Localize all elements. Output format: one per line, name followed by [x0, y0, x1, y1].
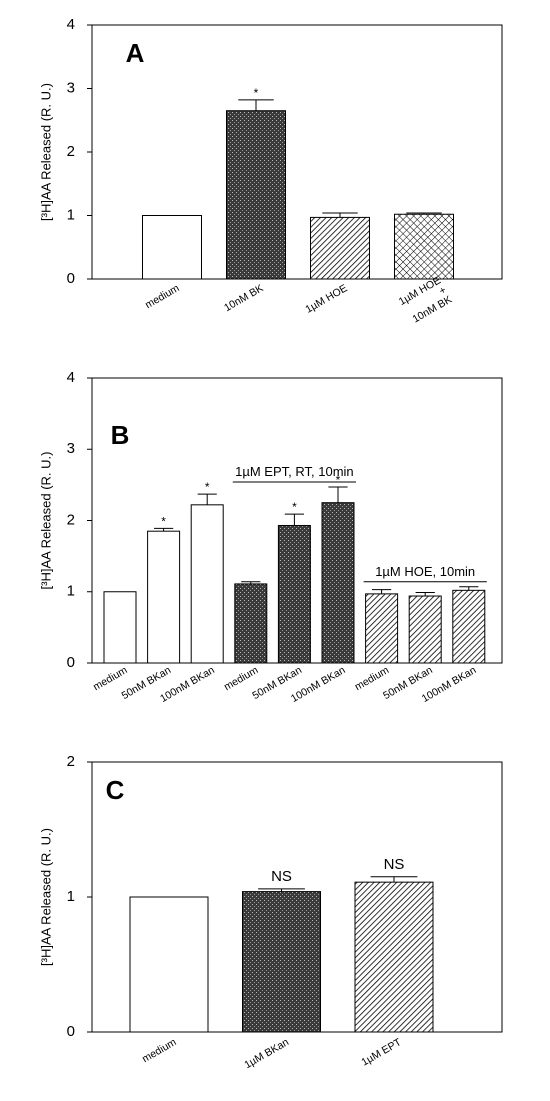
bar — [147, 530, 181, 664]
error-bar — [238, 99, 274, 111]
bar — [394, 213, 454, 280]
y-tick-label: 0 — [67, 270, 75, 287]
bar — [190, 504, 224, 664]
annotation: * — [292, 500, 297, 514]
x-tick-label-line: + — [437, 284, 448, 297]
x-tick-label: medium — [143, 282, 182, 311]
panel-label: C — [106, 775, 125, 805]
error-bar — [241, 581, 261, 584]
y-tick-label: 2 — [67, 143, 75, 160]
error-bar — [372, 589, 392, 594]
bar — [103, 591, 137, 664]
x-tick-label: 1µM HOE+10nM BK — [397, 274, 454, 327]
bar — [129, 896, 209, 1033]
y-tick-label: 2 — [67, 753, 75, 770]
group-label: 1µM HOE, 10min — [375, 564, 475, 579]
annotation: NS — [271, 868, 292, 885]
bar — [142, 215, 202, 280]
panel-label: A — [126, 38, 145, 68]
annotation: * — [336, 473, 341, 487]
x-tick-label: 1µM EPT — [359, 1036, 404, 1069]
error-bar — [154, 527, 174, 532]
x-tick-label: 1µM HOE — [303, 282, 349, 316]
bar — [277, 524, 311, 664]
bar — [452, 589, 486, 664]
error-bar — [406, 212, 442, 215]
error-bar — [258, 888, 305, 892]
error-bar — [322, 212, 358, 218]
error-bar — [197, 493, 217, 505]
error-bar — [415, 591, 435, 597]
y-tick-label: 1 — [67, 888, 75, 905]
bar — [321, 502, 355, 664]
bar — [226, 110, 286, 280]
x-tick-label: medium — [140, 1036, 179, 1065]
annotation: * — [205, 480, 210, 494]
error-bar — [284, 513, 304, 526]
bar — [408, 595, 442, 664]
y-tick-label: 3 — [67, 440, 75, 457]
x-tick-label: 1µM BKan — [242, 1036, 291, 1071]
group-label: 1µM EPT, RT, 10min — [235, 464, 354, 479]
y-tick-label: 1 — [67, 583, 75, 600]
x-tick-label: 10nM BK — [222, 282, 265, 314]
y-tick-label: 1 — [67, 206, 75, 223]
y-tick-label: 4 — [67, 16, 75, 33]
y-tick-label: 4 — [67, 369, 75, 386]
y-axis-label: [³H]AA Released (R. U.) — [38, 828, 53, 966]
bar — [354, 881, 434, 1033]
annotation: NS — [384, 856, 405, 873]
y-tick-label: 0 — [67, 1023, 75, 1040]
error-bar — [459, 586, 479, 591]
y-axis-label: [³H]AA Released (R. U.) — [38, 83, 53, 221]
error-bar — [328, 486, 348, 503]
annotation: * — [161, 514, 166, 528]
y-tick-label: 2 — [67, 511, 75, 528]
panel-label: B — [111, 420, 130, 450]
y-tick-label: 0 — [67, 654, 75, 671]
y-tick-label: 3 — [67, 79, 75, 96]
y-axis-label: [³H]AA Released (R. U.) — [38, 452, 53, 590]
bar — [242, 891, 321, 1033]
annotation: * — [254, 86, 259, 100]
bar — [365, 593, 399, 664]
bar — [234, 583, 268, 664]
error-bar — [370, 876, 418, 883]
bar — [310, 216, 370, 280]
